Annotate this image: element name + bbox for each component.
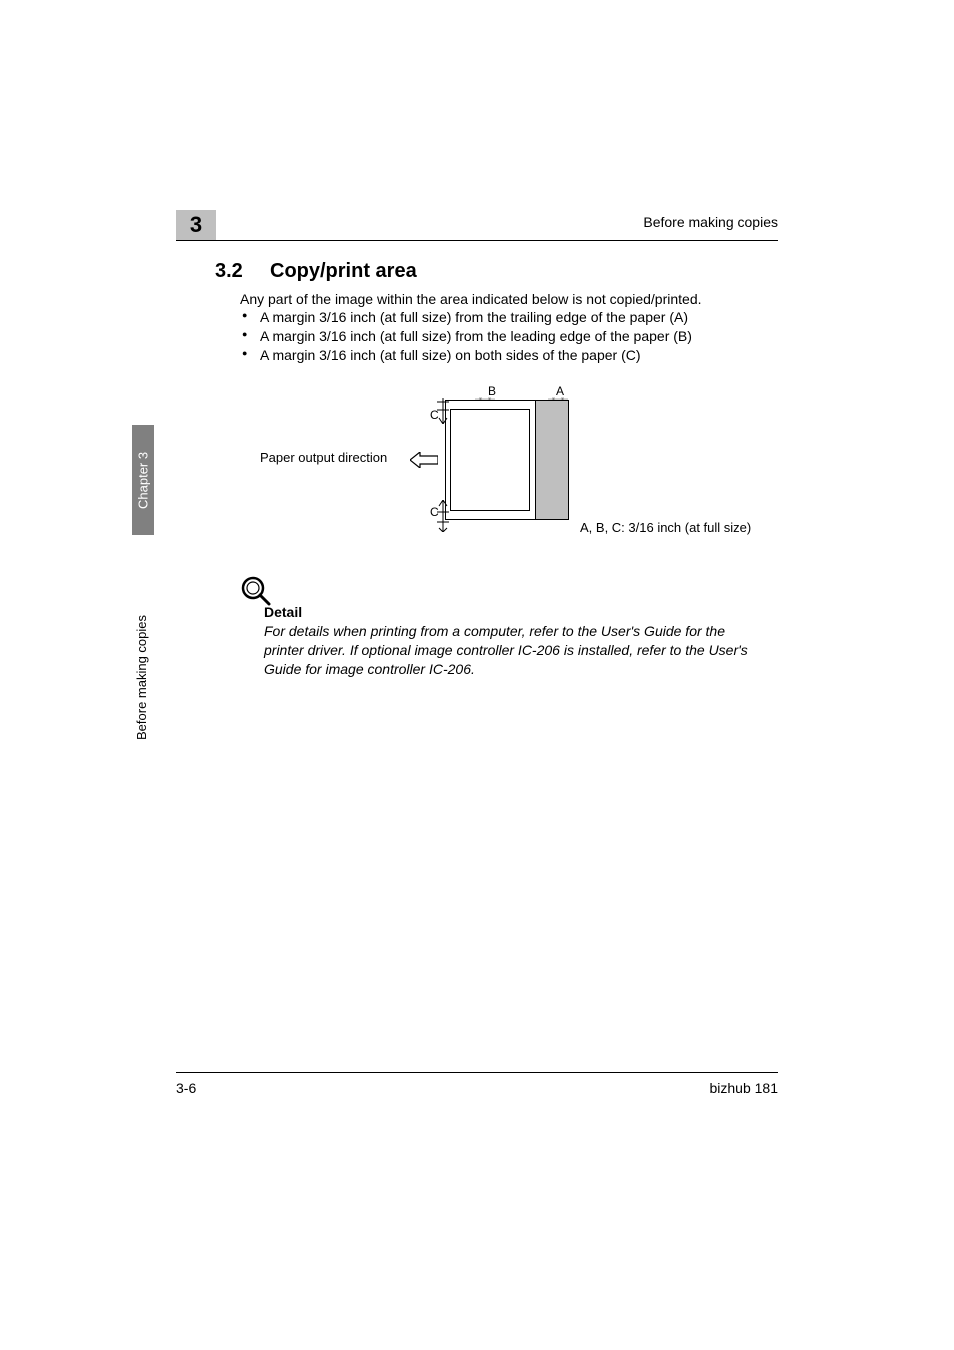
page-number: 3-6 bbox=[176, 1080, 196, 1096]
list-item: A margin 3/16 inch (at full size) from t… bbox=[240, 308, 764, 327]
chapter-number: 3 bbox=[190, 212, 202, 238]
detail-body: For details when printing from a compute… bbox=[264, 622, 764, 679]
output-direction-label: Paper output direction bbox=[260, 450, 387, 465]
detail-heading: Detail bbox=[264, 604, 302, 620]
list-item: A margin 3/16 inch (at full size) on bot… bbox=[240, 346, 764, 365]
footer-rule bbox=[176, 1072, 778, 1073]
dim-arrow-a bbox=[548, 394, 568, 404]
list-item: A margin 3/16 inch (at full size) from t… bbox=[240, 327, 764, 346]
print-area-diagram: B A C C bbox=[240, 380, 760, 560]
product-name: bizhub 181 bbox=[709, 1080, 778, 1096]
dim-arrow-b bbox=[475, 394, 495, 404]
page: 3 Before making copies 3.2 Copy/print ar… bbox=[0, 0, 954, 1350]
paper-trailing-shade bbox=[535, 401, 568, 519]
bullet-list: A margin 3/16 inch (at full size) from t… bbox=[240, 308, 764, 365]
side-chapter-tab: Chapter 3 bbox=[132, 425, 154, 535]
diagram-caption: A, B, C: 3/16 inch (at full size) bbox=[580, 520, 751, 535]
header-rule bbox=[176, 240, 778, 241]
section-title: Copy/print area bbox=[270, 260, 417, 283]
section-number: 3.2 bbox=[215, 260, 243, 283]
section-intro: Any part of the image within the area in… bbox=[240, 290, 764, 309]
dim-tick-c-top bbox=[437, 398, 449, 424]
dim-tick-c-bottom bbox=[437, 500, 449, 532]
chapter-number-box: 3 bbox=[176, 210, 216, 240]
output-direction-arrow-icon bbox=[410, 452, 438, 468]
magnifier-icon bbox=[240, 575, 272, 607]
printable-area bbox=[450, 409, 530, 511]
side-chapter-label: Chapter 3 bbox=[136, 451, 151, 508]
running-head: Before making copies bbox=[643, 214, 778, 230]
side-section-label: Before making copies bbox=[134, 540, 152, 740]
